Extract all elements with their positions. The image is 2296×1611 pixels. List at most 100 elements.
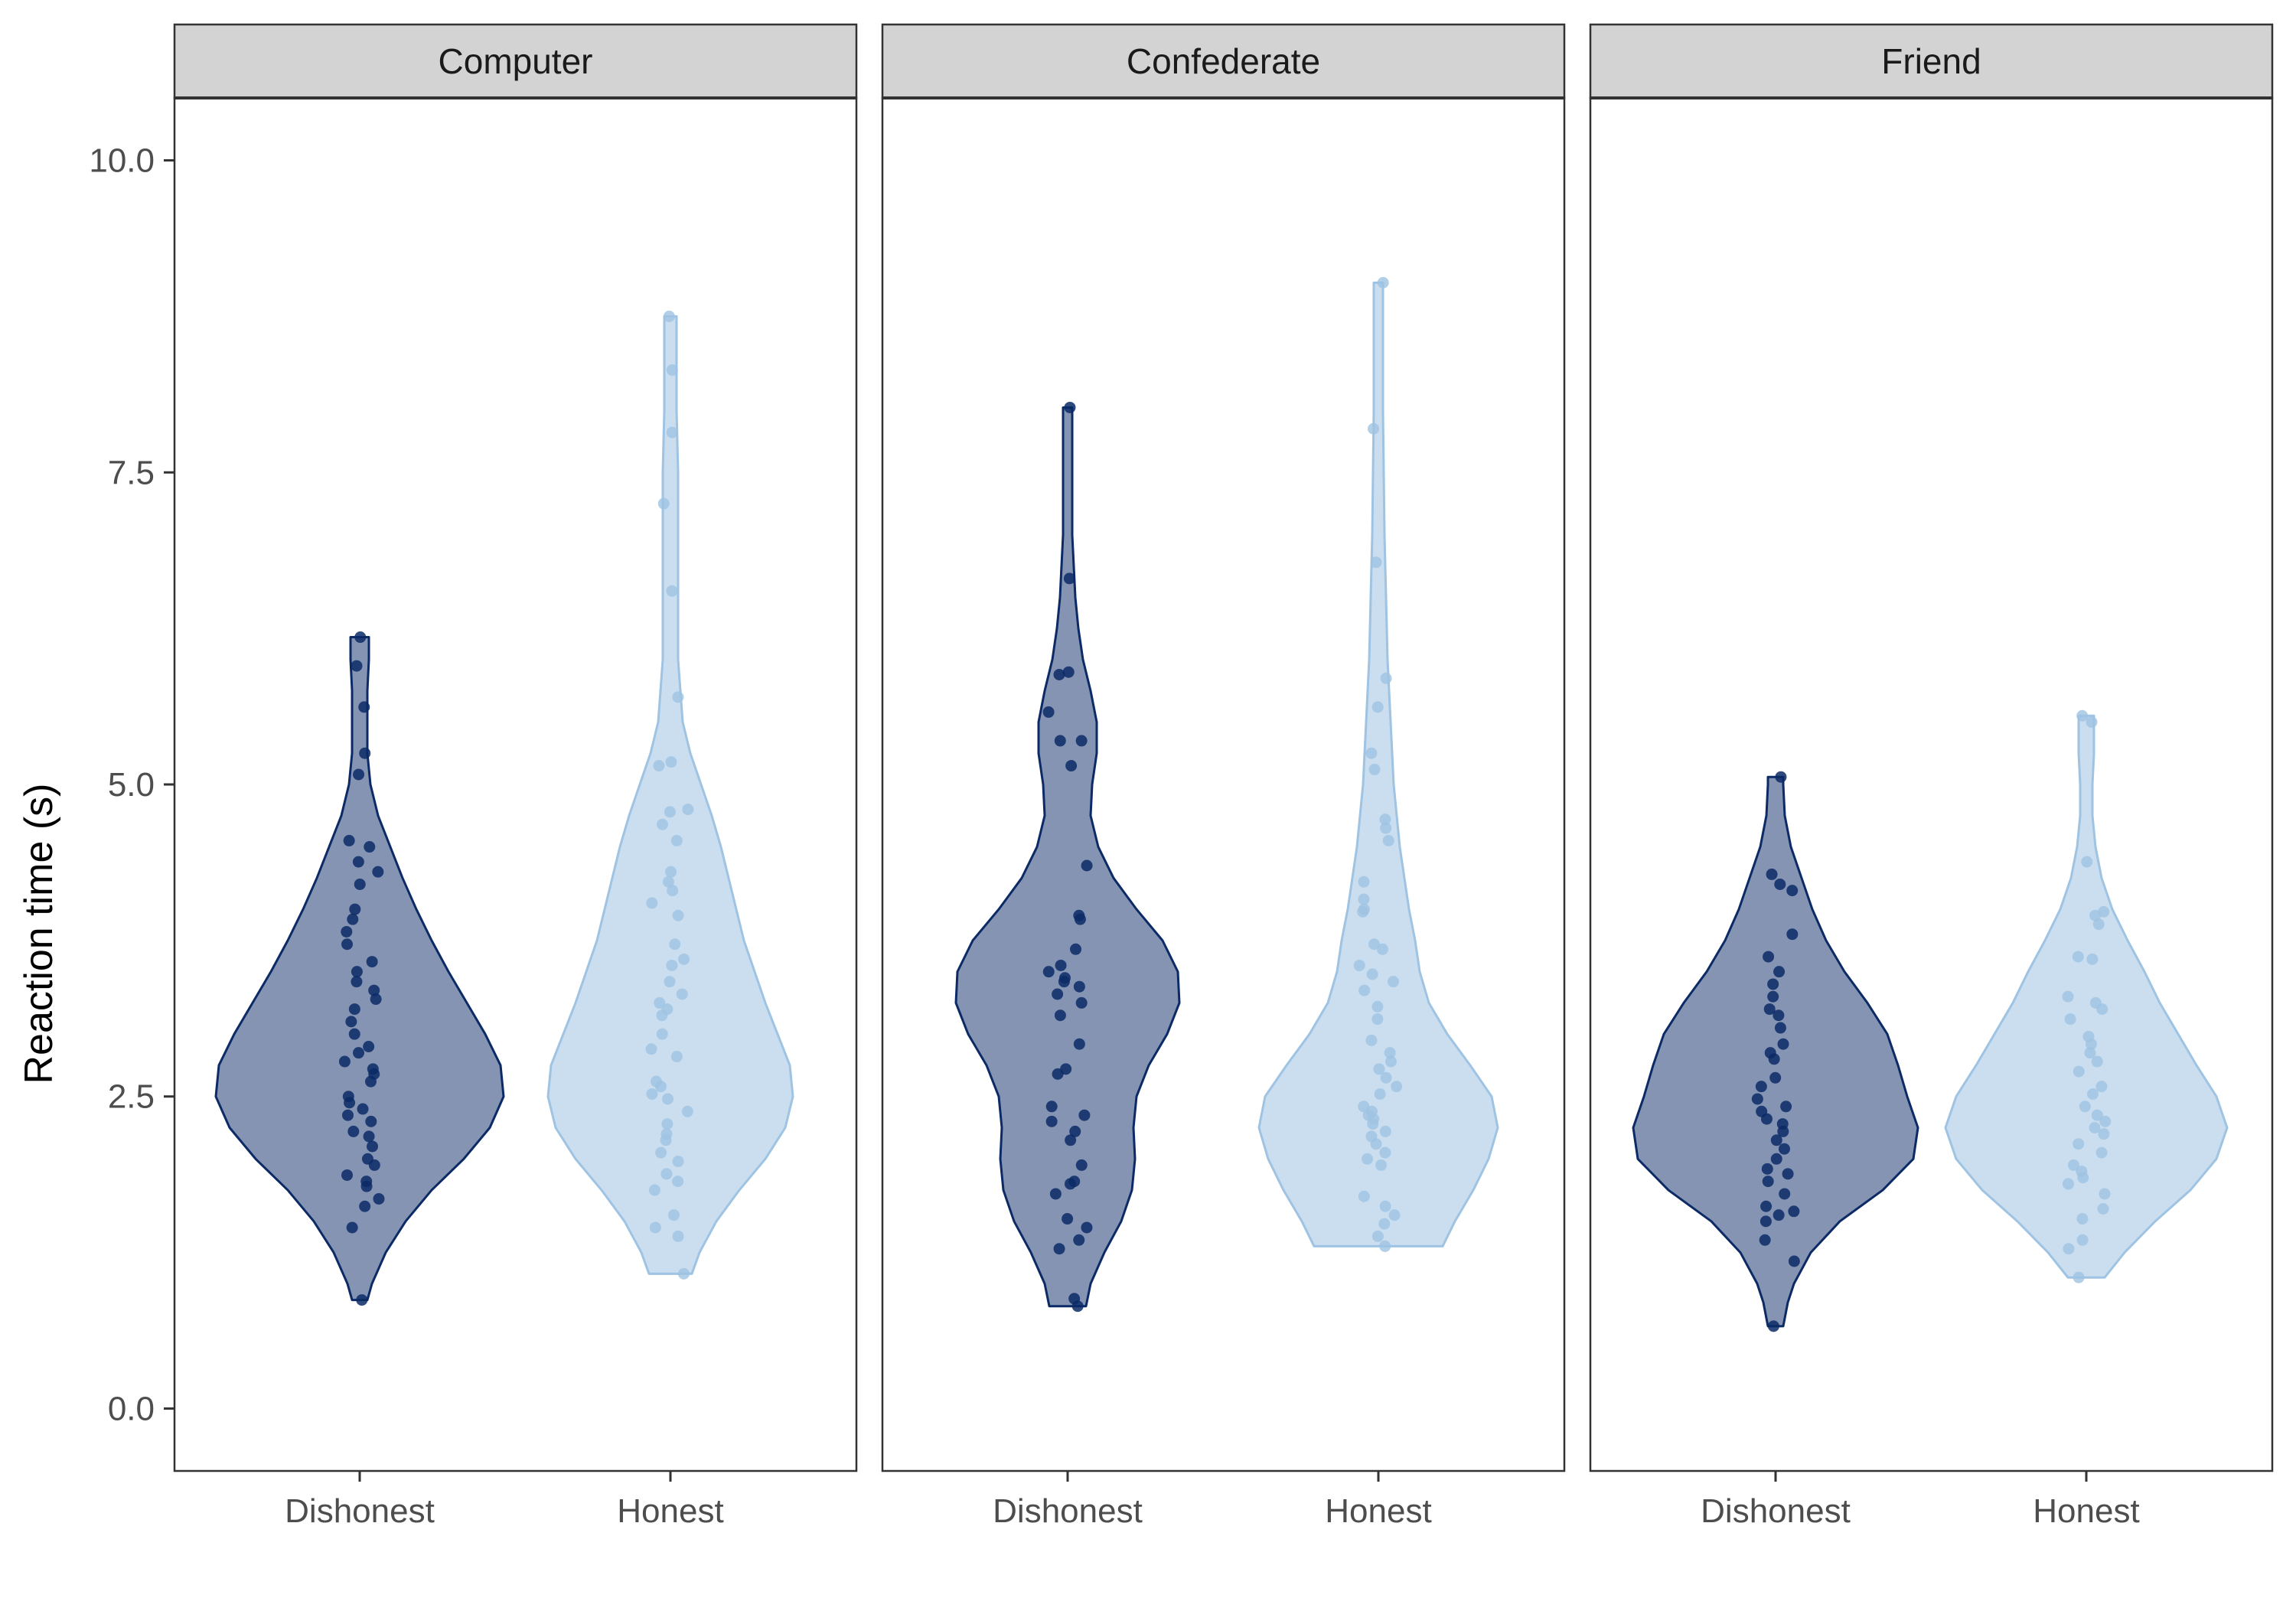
data-point-dishonest <box>1760 1200 1773 1212</box>
data-point-dishonest <box>1761 1163 1773 1175</box>
data-point-dishonest <box>1060 1063 1072 1075</box>
data-point-dishonest <box>1782 1168 1794 1180</box>
data-point-honest <box>1358 984 1371 996</box>
data-point-honest <box>2099 1115 2112 1127</box>
data-point-honest <box>1374 1088 1386 1100</box>
data-point-dishonest <box>1081 859 1093 872</box>
data-point-dishonest <box>1759 1234 1771 1246</box>
data-point-dishonest <box>354 631 367 644</box>
x-tick-label: Honest <box>2033 1492 2139 1530</box>
data-point-honest <box>667 1209 680 1221</box>
data-point-honest <box>2082 1030 2095 1042</box>
data-point-dishonest <box>1770 1134 1782 1146</box>
data-point-dishonest <box>347 913 359 925</box>
data-point-honest <box>2087 1088 2099 1100</box>
data-point-dishonest <box>341 938 354 951</box>
data-point-dishonest <box>1058 972 1071 984</box>
data-point-honest <box>2067 1159 2079 1171</box>
data-point-dishonest <box>1073 1234 1085 1246</box>
data-point-honest <box>677 1267 690 1280</box>
data-point-dishonest <box>1774 1022 1786 1034</box>
data-point-dishonest <box>358 701 370 713</box>
data-point-honest <box>672 1156 684 1168</box>
data-point-honest <box>2062 1178 2074 1190</box>
data-point-honest <box>1380 822 1392 834</box>
data-point-honest <box>1362 1153 1374 1165</box>
data-point-dishonest <box>1078 1109 1091 1121</box>
data-point-honest <box>670 1051 683 1063</box>
data-point-honest <box>665 866 677 878</box>
data-point-honest <box>2076 1213 2089 1225</box>
data-point-dishonest <box>349 903 361 915</box>
data-point-dishonest <box>1788 1205 1800 1218</box>
data-point-dishonest <box>351 976 363 988</box>
data-point-dishonest <box>353 1047 365 1059</box>
data-point-honest <box>1376 943 1388 955</box>
data-point-honest <box>2089 1122 2101 1133</box>
data-point-honest <box>1358 893 1370 905</box>
data-point-honest <box>2086 716 2098 728</box>
data-point-dishonest <box>1063 572 1075 585</box>
data-point-dishonest <box>1776 1118 1789 1130</box>
data-point-dishonest <box>1773 1209 1785 1221</box>
data-point-honest <box>1371 701 1384 713</box>
x-tick-label: Dishonest <box>285 1492 435 1530</box>
data-point-honest <box>657 818 669 830</box>
facet-strip <box>173 23 858 99</box>
data-point-dishonest <box>1778 1143 1790 1155</box>
x-tick-label: Dishonest <box>1701 1492 1851 1530</box>
data-point-honest <box>672 691 684 703</box>
data-point-honest <box>653 760 665 772</box>
data-point-dishonest <box>341 925 353 938</box>
data-point-honest <box>648 1184 660 1196</box>
data-point-dishonest <box>1763 1003 1776 1016</box>
data-point-dishonest <box>1073 1038 1085 1050</box>
data-point-dishonest <box>1760 1215 1772 1228</box>
panel-border <box>881 96 1566 1472</box>
data-point-honest <box>1353 959 1365 971</box>
data-point-honest <box>681 1105 693 1117</box>
data-point-dishonest <box>360 1176 373 1188</box>
data-point-honest <box>2076 1234 2089 1246</box>
y-tick-label: 7.5 <box>108 454 155 491</box>
data-point-dishonest <box>348 1003 360 1016</box>
data-point-honest <box>1365 1130 1378 1143</box>
data-point-honest <box>2098 905 2110 918</box>
data-point-honest <box>2079 1101 2091 1113</box>
data-point-dishonest <box>1062 666 1075 678</box>
data-point-honest <box>666 364 678 377</box>
data-point-honest <box>660 1168 673 1180</box>
data-point-honest <box>1379 1146 1391 1159</box>
data-point-honest <box>662 876 674 888</box>
data-point-honest <box>1358 903 1370 915</box>
data-point-honest <box>645 1043 657 1055</box>
facet-panel-friend: Friend Dishonest Honest <box>1589 23 2274 1530</box>
data-point-dishonest <box>1042 966 1055 978</box>
data-point-dishonest <box>1069 1125 1081 1137</box>
data-point-dishonest <box>1763 951 1775 963</box>
data-point-honest <box>2089 996 2102 1009</box>
panel-border <box>1589 96 2274 1472</box>
data-point-dishonest <box>1777 1038 1789 1050</box>
data-point-honest <box>2062 990 2074 1003</box>
data-point-dishonest <box>1775 771 1787 783</box>
x-tick-label: Dishonest <box>993 1492 1143 1530</box>
data-point-honest <box>1365 747 1378 759</box>
data-point-honest <box>1382 834 1394 846</box>
data-point-dishonest <box>1045 1115 1058 1127</box>
data-point-honest <box>1358 876 1370 888</box>
data-point-dishonest <box>1055 959 1067 971</box>
data-point-dishonest <box>367 1063 379 1075</box>
data-point-dishonest <box>365 1115 377 1127</box>
data-point-dishonest <box>1767 978 1779 990</box>
violin-honest <box>546 315 794 1275</box>
data-point-honest <box>2091 1055 2103 1068</box>
data-point-honest <box>2084 1047 2096 1059</box>
data-point-honest <box>672 1230 684 1242</box>
data-point-honest <box>1373 1063 1385 1075</box>
data-point-dishonest <box>1054 735 1066 747</box>
data-point-dishonest <box>370 993 382 1006</box>
data-point-honest <box>1391 1081 1403 1093</box>
data-point-dishonest <box>1062 1213 1074 1225</box>
